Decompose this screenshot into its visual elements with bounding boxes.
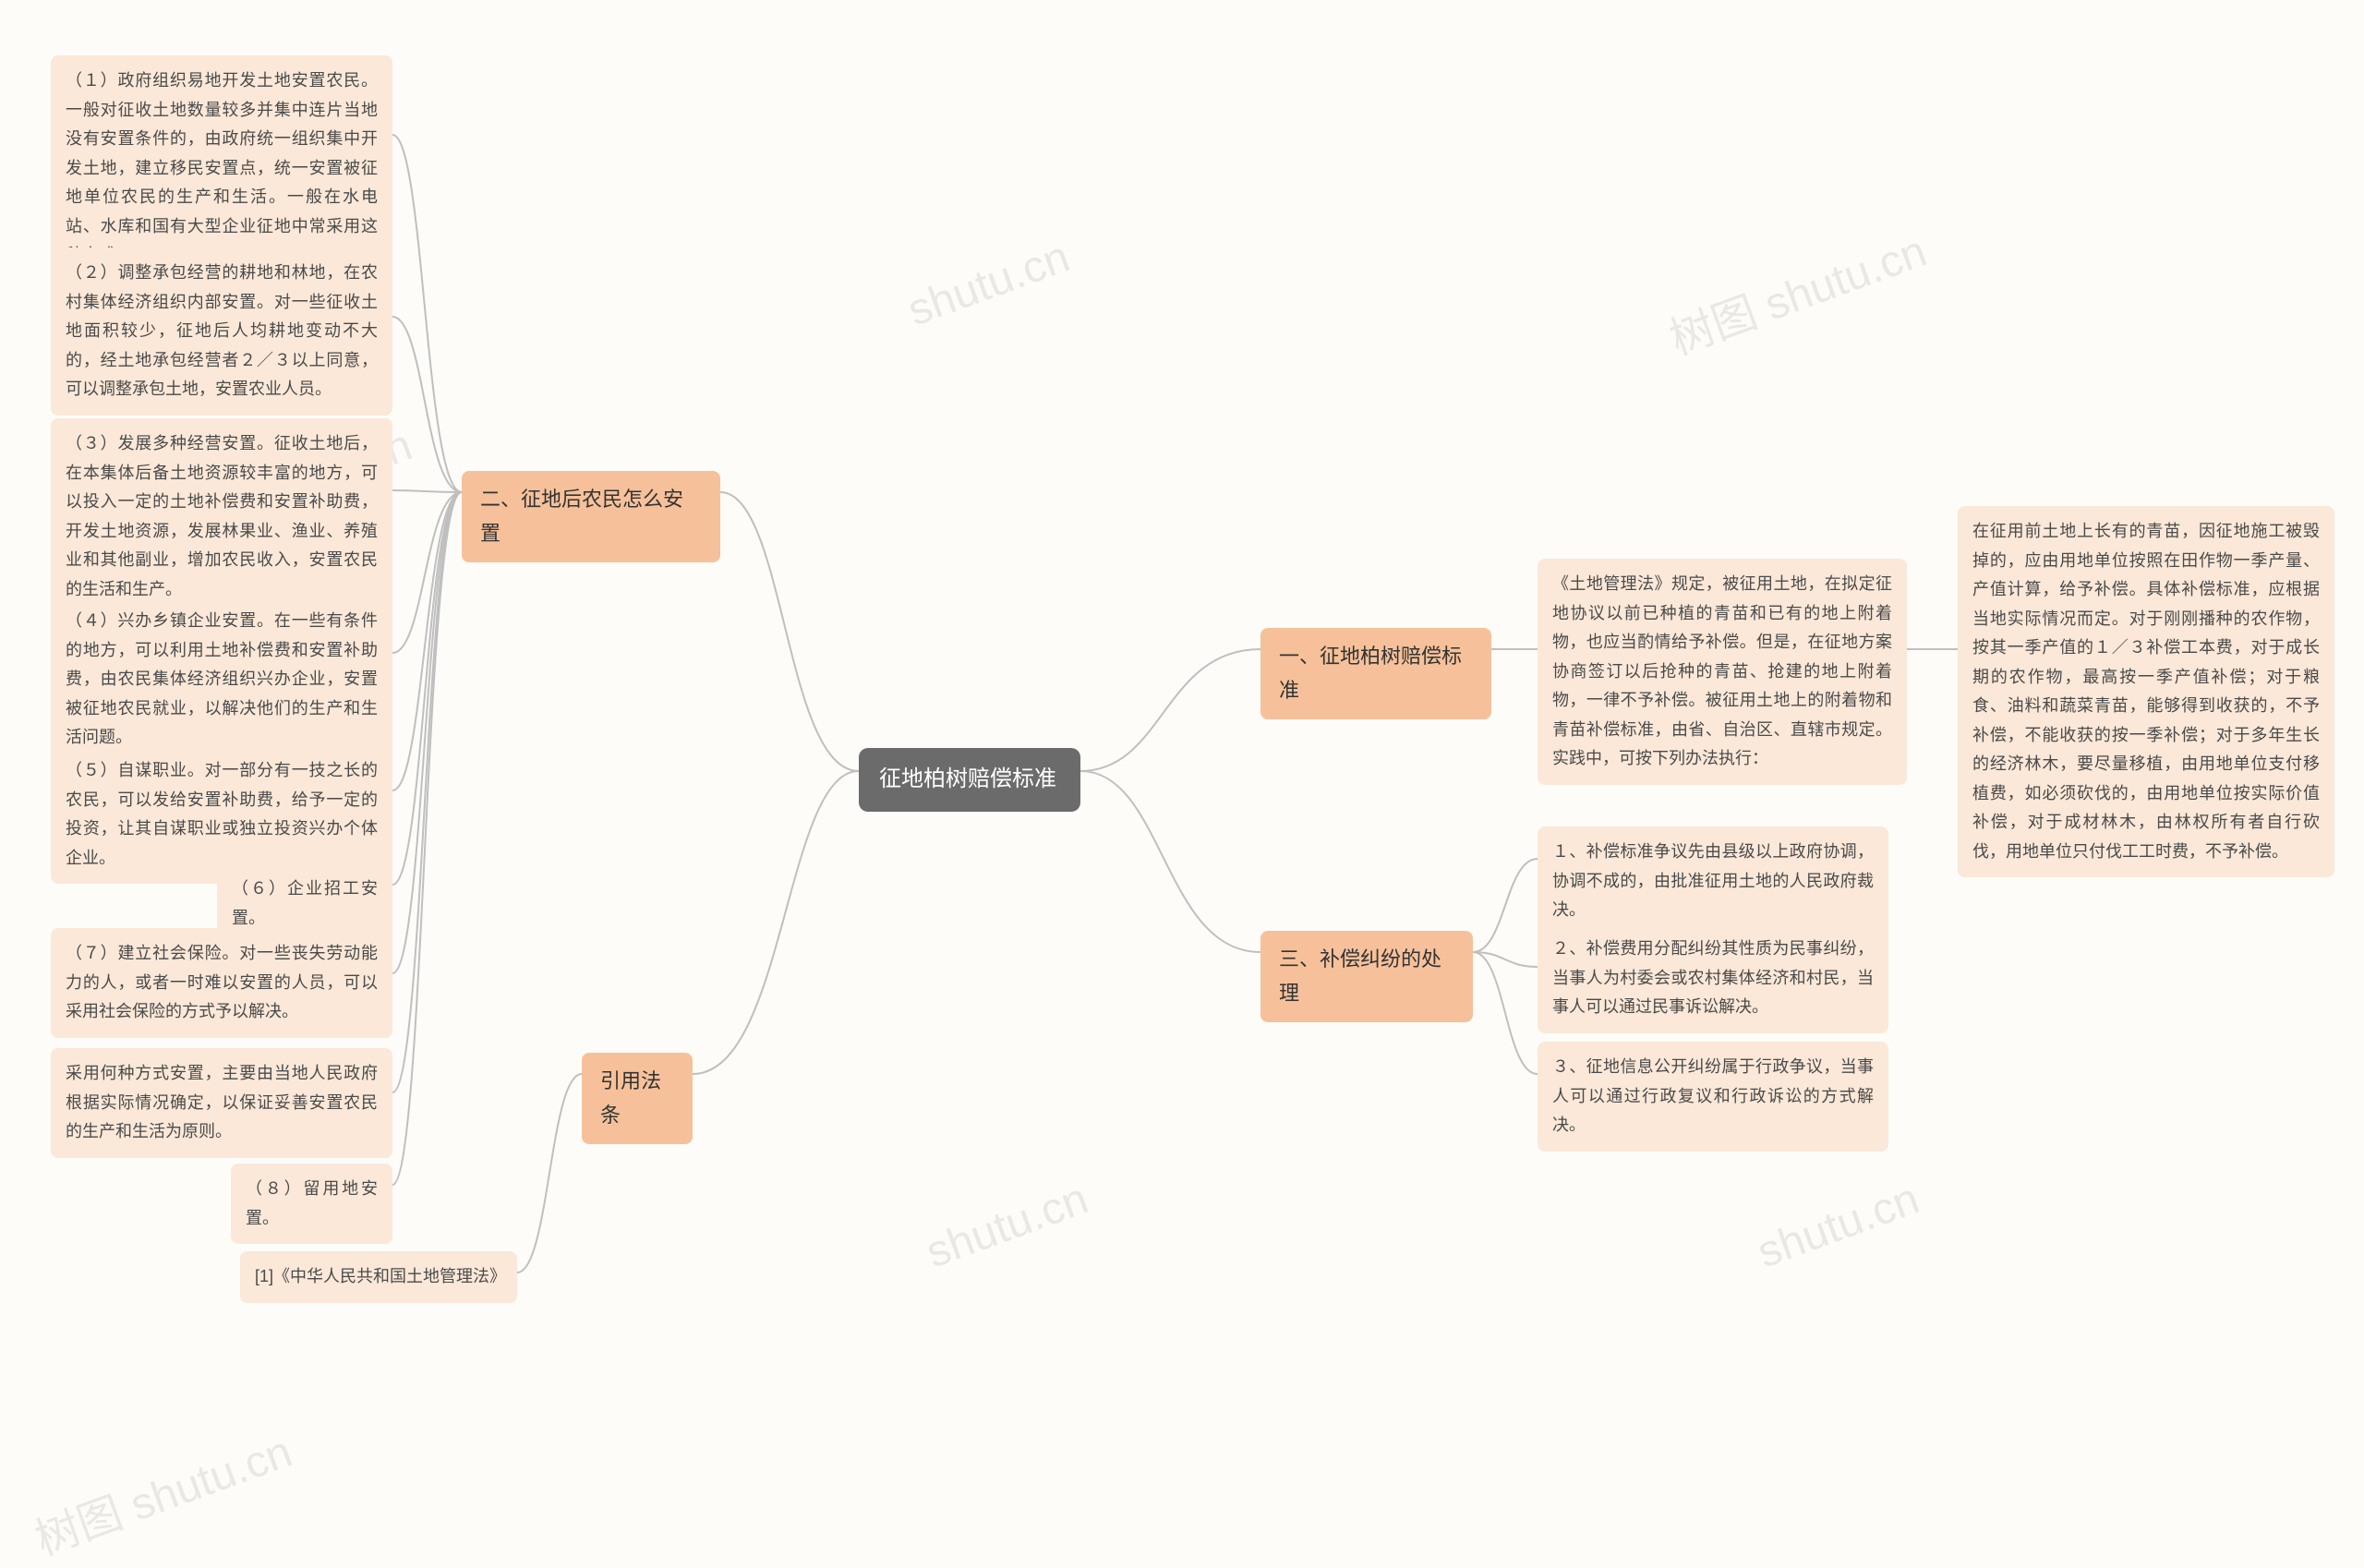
branch-compensation-standard[interactable]: 一、征地柏树赔偿标准 xyxy=(1260,628,1491,719)
leaf-b2-4[interactable]: （４）兴办乡镇企业安置。在一些有条件的地方，可以利用土地补偿费和安置补助费，由农… xyxy=(51,596,392,764)
branch-farmer-resettlement[interactable]: 二、征地后农民怎么安置 xyxy=(462,471,720,562)
leaf-b3-2[interactable]: ２、补偿费用分配纠纷其性质为民事纠纷，当事人为村委会或农村集体经济和村民，当事人… xyxy=(1538,923,1888,1033)
leaf-b3-3[interactable]: ３、征地信息公开纠纷属于行政争议，当事人可以通过行政复议和行政诉讼的方式解决。 xyxy=(1538,1042,1888,1152)
leaf-b4-1[interactable]: [1]《中华人民共和国土地管理法》 xyxy=(240,1251,517,1303)
watermark: shutu.cn xyxy=(901,232,1076,337)
branch-dispute-handling[interactable]: 三、补偿纠纷的处理 xyxy=(1260,931,1473,1022)
leaf-b2-2[interactable]: （２）调整承包经营的耕地和林地，在农村集体经济组织内部安置。对一些征收土地面积较… xyxy=(51,247,392,416)
watermark: shutu.cn xyxy=(920,1174,1094,1279)
leaf-b1-1-1[interactable]: 在征用前土地上长有的青苗，因征地施工被毁掉的，应由用地单位按照在田作物一季产量、… xyxy=(1958,506,2334,877)
watermark: 树图 shutu.cn xyxy=(1659,214,1934,367)
watermark: 树图 shutu.cn xyxy=(25,1415,299,1567)
watermark: shutu.cn xyxy=(1751,1174,1925,1279)
leaf-b2-9[interactable]: （８）留用地安置。 xyxy=(231,1164,392,1244)
branch-cited-law[interactable]: 引用法条 xyxy=(582,1053,693,1144)
leaf-b2-3[interactable]: （３）发展多种经营安置。征收土地后，在本集体后备土地资源较丰富的地方，可以投入一… xyxy=(51,418,392,615)
leaf-b1-1[interactable]: 《土地管理法》规定，被征用土地，在拟定征地协议以前已种植的青苗和已有的地上附着物… xyxy=(1538,559,1907,785)
leaf-b2-8[interactable]: 采用何种方式安置，主要由当地人民政府根据实际情况确定，以保证妥善安置农民的生产和… xyxy=(51,1048,392,1158)
mindmap-root[interactable]: 征地柏树赔偿标准 xyxy=(859,748,1080,812)
leaf-b2-7[interactable]: （７）建立社会保险。对一些丧失劳动能力的人，或者一时难以安置的人员，可以采用社会… xyxy=(51,928,392,1038)
leaf-b3-1[interactable]: １、补偿标准争议先由县级以上政府协调，协调不成的，由批准征用土地的人民政府裁决。 xyxy=(1538,826,1888,936)
